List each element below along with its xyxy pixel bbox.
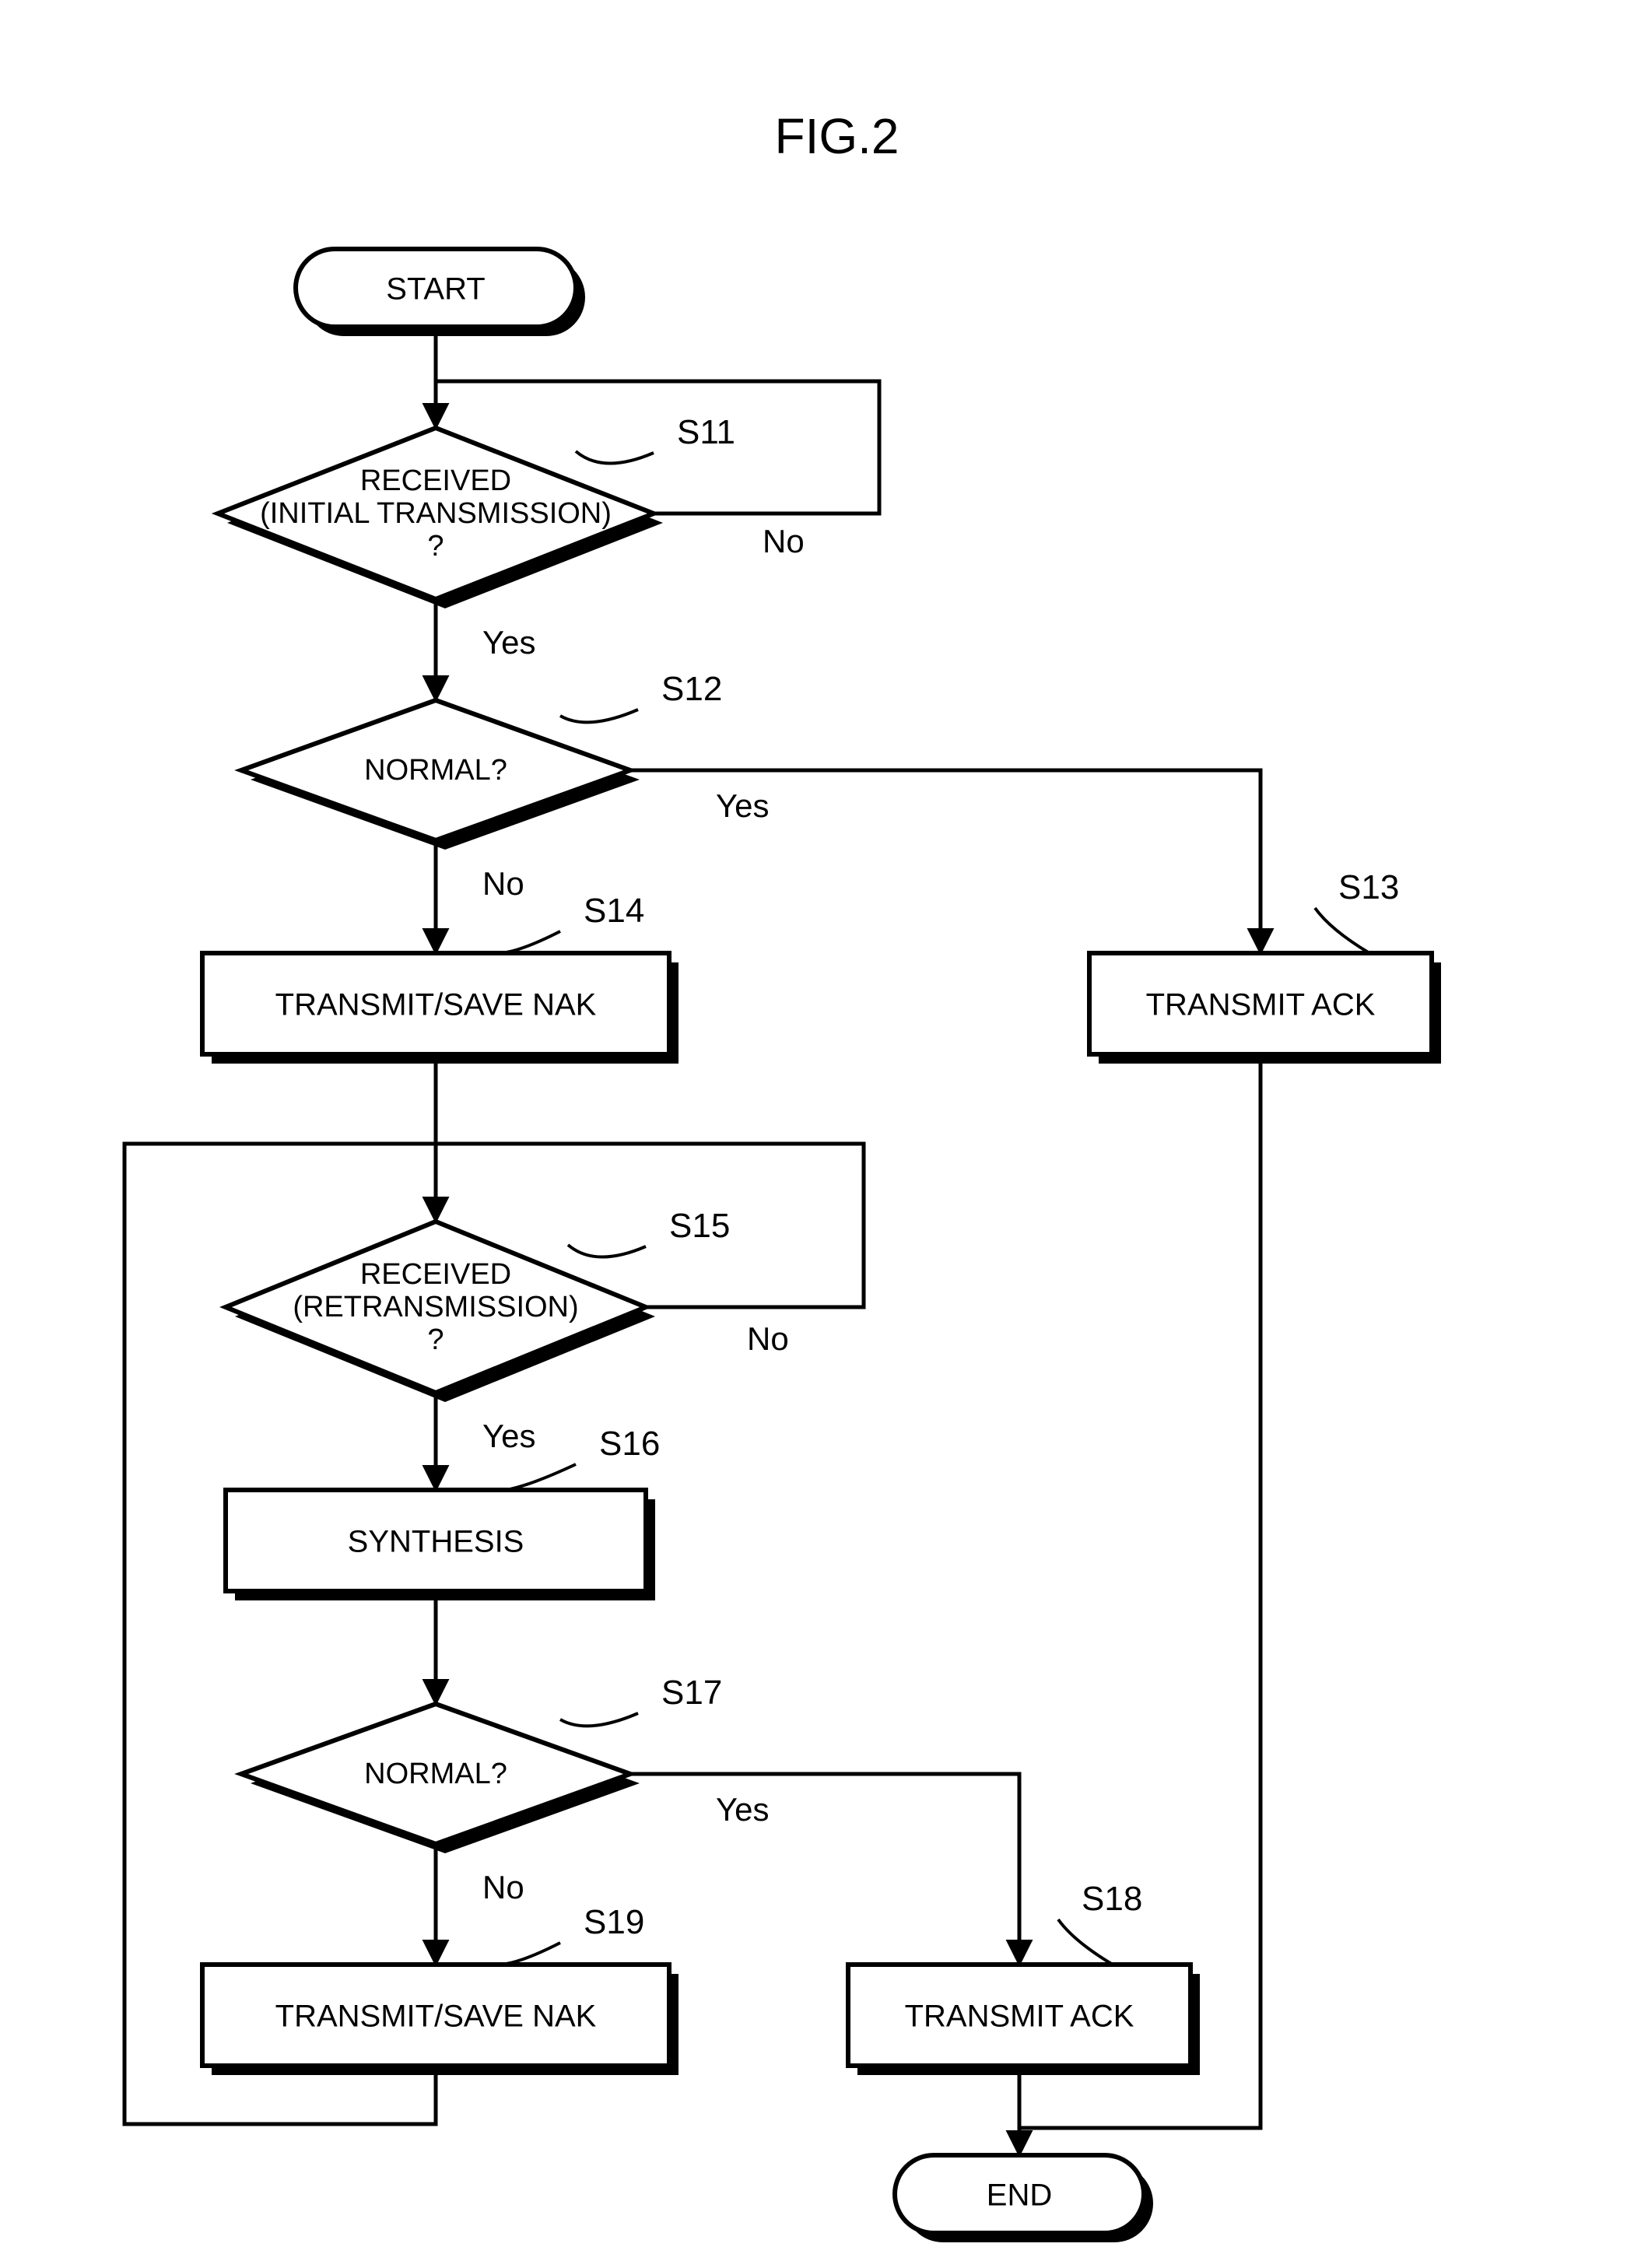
- edge-label-d11-yes: Yes: [482, 624, 536, 661]
- figure-title: FIG.2: [774, 108, 899, 164]
- step-label-d11: S11: [677, 413, 735, 451]
- edge-label-d17-yes: Yes: [716, 1791, 770, 1828]
- node-label-d15-line2: ?: [427, 1323, 444, 1356]
- step-label-p14: S14: [584, 892, 644, 930]
- edge-label-d17-no: No: [482, 1869, 524, 1905]
- node-label-d15-line1: (RETRANSMISSION): [293, 1291, 578, 1323]
- edge-d17-yes: d17-yes: [630, 1774, 1019, 1965]
- edge-label-d11-no: No: [763, 523, 805, 559]
- node-label-p18: TRANSMIT ACK: [905, 2000, 1134, 2034]
- step-label-d17: S17: [661, 1674, 722, 1712]
- step-leader-p19: [498, 1943, 560, 1965]
- nodes-group: STARTRECEIVED(INITIAL TRANSMISSION)?NORM…: [202, 249, 1441, 2242]
- step-leader-d15: [568, 1245, 646, 1257]
- step-leader-p16: [506, 1464, 576, 1490]
- step-labels-group: S11 S12 S14 S13 S15 S16 S17 S19 S18: [498, 413, 1399, 1965]
- step-label-p18: S18: [1082, 1880, 1142, 1918]
- step-leader-p18: [1058, 1919, 1113, 1965]
- step-label-d12: S12: [661, 670, 722, 708]
- node-label-p14: TRANSMIT/SAVE NAK: [275, 988, 597, 1022]
- edge-label-d12-no: No: [482, 865, 524, 902]
- step-leader-d11: [576, 451, 654, 464]
- node-label-p13: TRANSMIT ACK: [1146, 988, 1376, 1022]
- edge-label-d15-yes: Yes: [482, 1418, 536, 1454]
- node-label-end: END: [987, 2179, 1052, 2213]
- step-label-p19: S19: [584, 1903, 644, 1941]
- step-label-d15: S15: [669, 1207, 730, 1245]
- step-label-p13: S13: [1338, 868, 1399, 906]
- edge-label-d12-yes: Yes: [716, 787, 770, 824]
- node-label-d11-line0: RECEIVED: [360, 464, 511, 497]
- node-label-p16: SYNTHESIS: [348, 1525, 524, 1559]
- node-label-d11-line1: (INITIAL TRANSMISSION): [260, 497, 612, 530]
- node-label-p19: TRANSMIT/SAVE NAK: [275, 2000, 597, 2034]
- step-leader-d17: [560, 1713, 638, 1726]
- flowchart-canvas: FIG.2start-to-d11d11-yesYesd11-noNod12-n…: [0, 0, 1627, 2268]
- node-label-d15-line0: RECEIVED: [360, 1258, 511, 1291]
- node-label-d12-line0: NORMAL?: [364, 754, 507, 787]
- step-leader-d12: [560, 710, 638, 722]
- step-leader-p14: [498, 931, 560, 953]
- node-label-d11-line2: ?: [427, 530, 444, 563]
- step-leader-p13: [1315, 908, 1369, 953]
- step-label-p16: S16: [599, 1425, 660, 1463]
- node-label-start: START: [386, 272, 485, 307]
- node-label-d17-line0: NORMAL?: [364, 1758, 507, 1790]
- edge-label-d15-no: No: [747, 1320, 789, 1357]
